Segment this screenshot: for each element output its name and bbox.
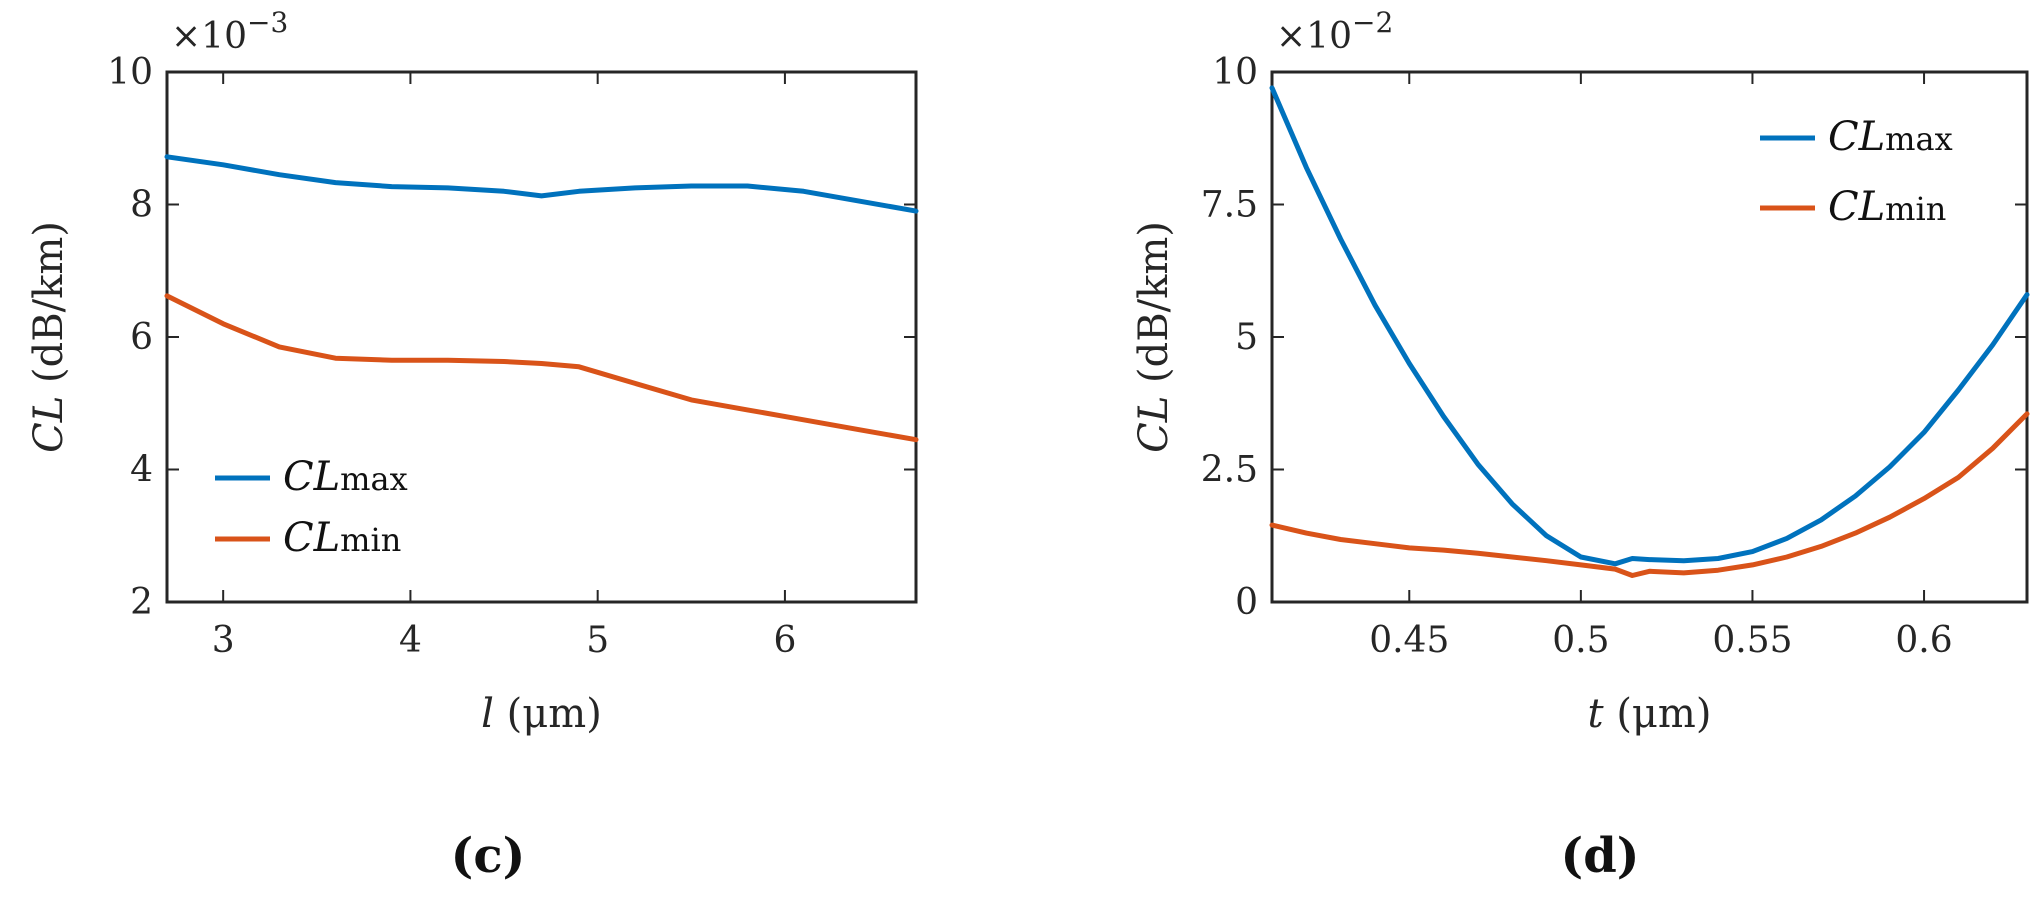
legend-label-CLmin: CLmin	[1828, 184, 1946, 230]
y-tick-label: 0	[1235, 582, 1258, 623]
x-tick-label: 0.6	[1895, 620, 1952, 661]
panel-label: (c)	[451, 828, 526, 884]
legend-label-CLmax: CLmax	[283, 454, 408, 500]
y-tick-label: 8	[130, 185, 153, 226]
x-tick-label: 3	[212, 620, 235, 661]
x-tick-label: 5	[586, 620, 609, 661]
x-tick-label: 0.55	[1712, 620, 1792, 661]
y-exponent-label: ×10−2	[1276, 6, 1393, 57]
plot-frame	[165, 70, 918, 604]
panel-label: (d)	[1561, 828, 1640, 884]
y-tick-label: 2	[130, 582, 153, 623]
y-tick-label: 7.5	[1201, 185, 1258, 226]
x-axis-label: t (μm)	[1588, 691, 1712, 737]
x-tick-label: 0.5	[1552, 620, 1609, 661]
y-tick-label: 6	[130, 317, 153, 358]
y-axis-label: CL (dB/km)	[26, 221, 72, 453]
y-tick-label: 4	[130, 450, 153, 491]
series-line-CLmin	[164, 293, 919, 443]
series-line-CLmax	[164, 154, 919, 214]
x-tick-label: 6	[773, 620, 796, 661]
y-exponent-label: ×10−3	[171, 6, 288, 57]
x-axis-label: l (μm)	[481, 691, 602, 737]
legend-label-CLmax: CLmax	[1828, 114, 1953, 160]
y-tick-label: 10	[107, 52, 153, 93]
y-tick-label: 2.5	[1201, 450, 1258, 491]
x-tick-label: 4	[399, 620, 422, 661]
y-tick-label: 5	[1235, 317, 1258, 358]
panel-c: 3 4 5 6 2 4 6 8 10 ×10−3 l (μm) CL (dB/km) CLmax CLmi…	[26, 6, 919, 884]
y-axis-label: CL (dB/km)	[1131, 221, 1177, 453]
series-line-CLmax	[1269, 85, 2030, 567]
y-tick-label: 10	[1212, 52, 1258, 93]
panel-d: 0.45 0.5 0.55 0.6 0 2.5 5 7.5 10 ×10−2 t (μm) CL (d…	[1131, 6, 2030, 884]
series-line-CLmin	[1269, 411, 2030, 578]
x-tick-label: 0.45	[1369, 620, 1449, 661]
legend-label-CLmin: CLmin	[283, 515, 401, 561]
